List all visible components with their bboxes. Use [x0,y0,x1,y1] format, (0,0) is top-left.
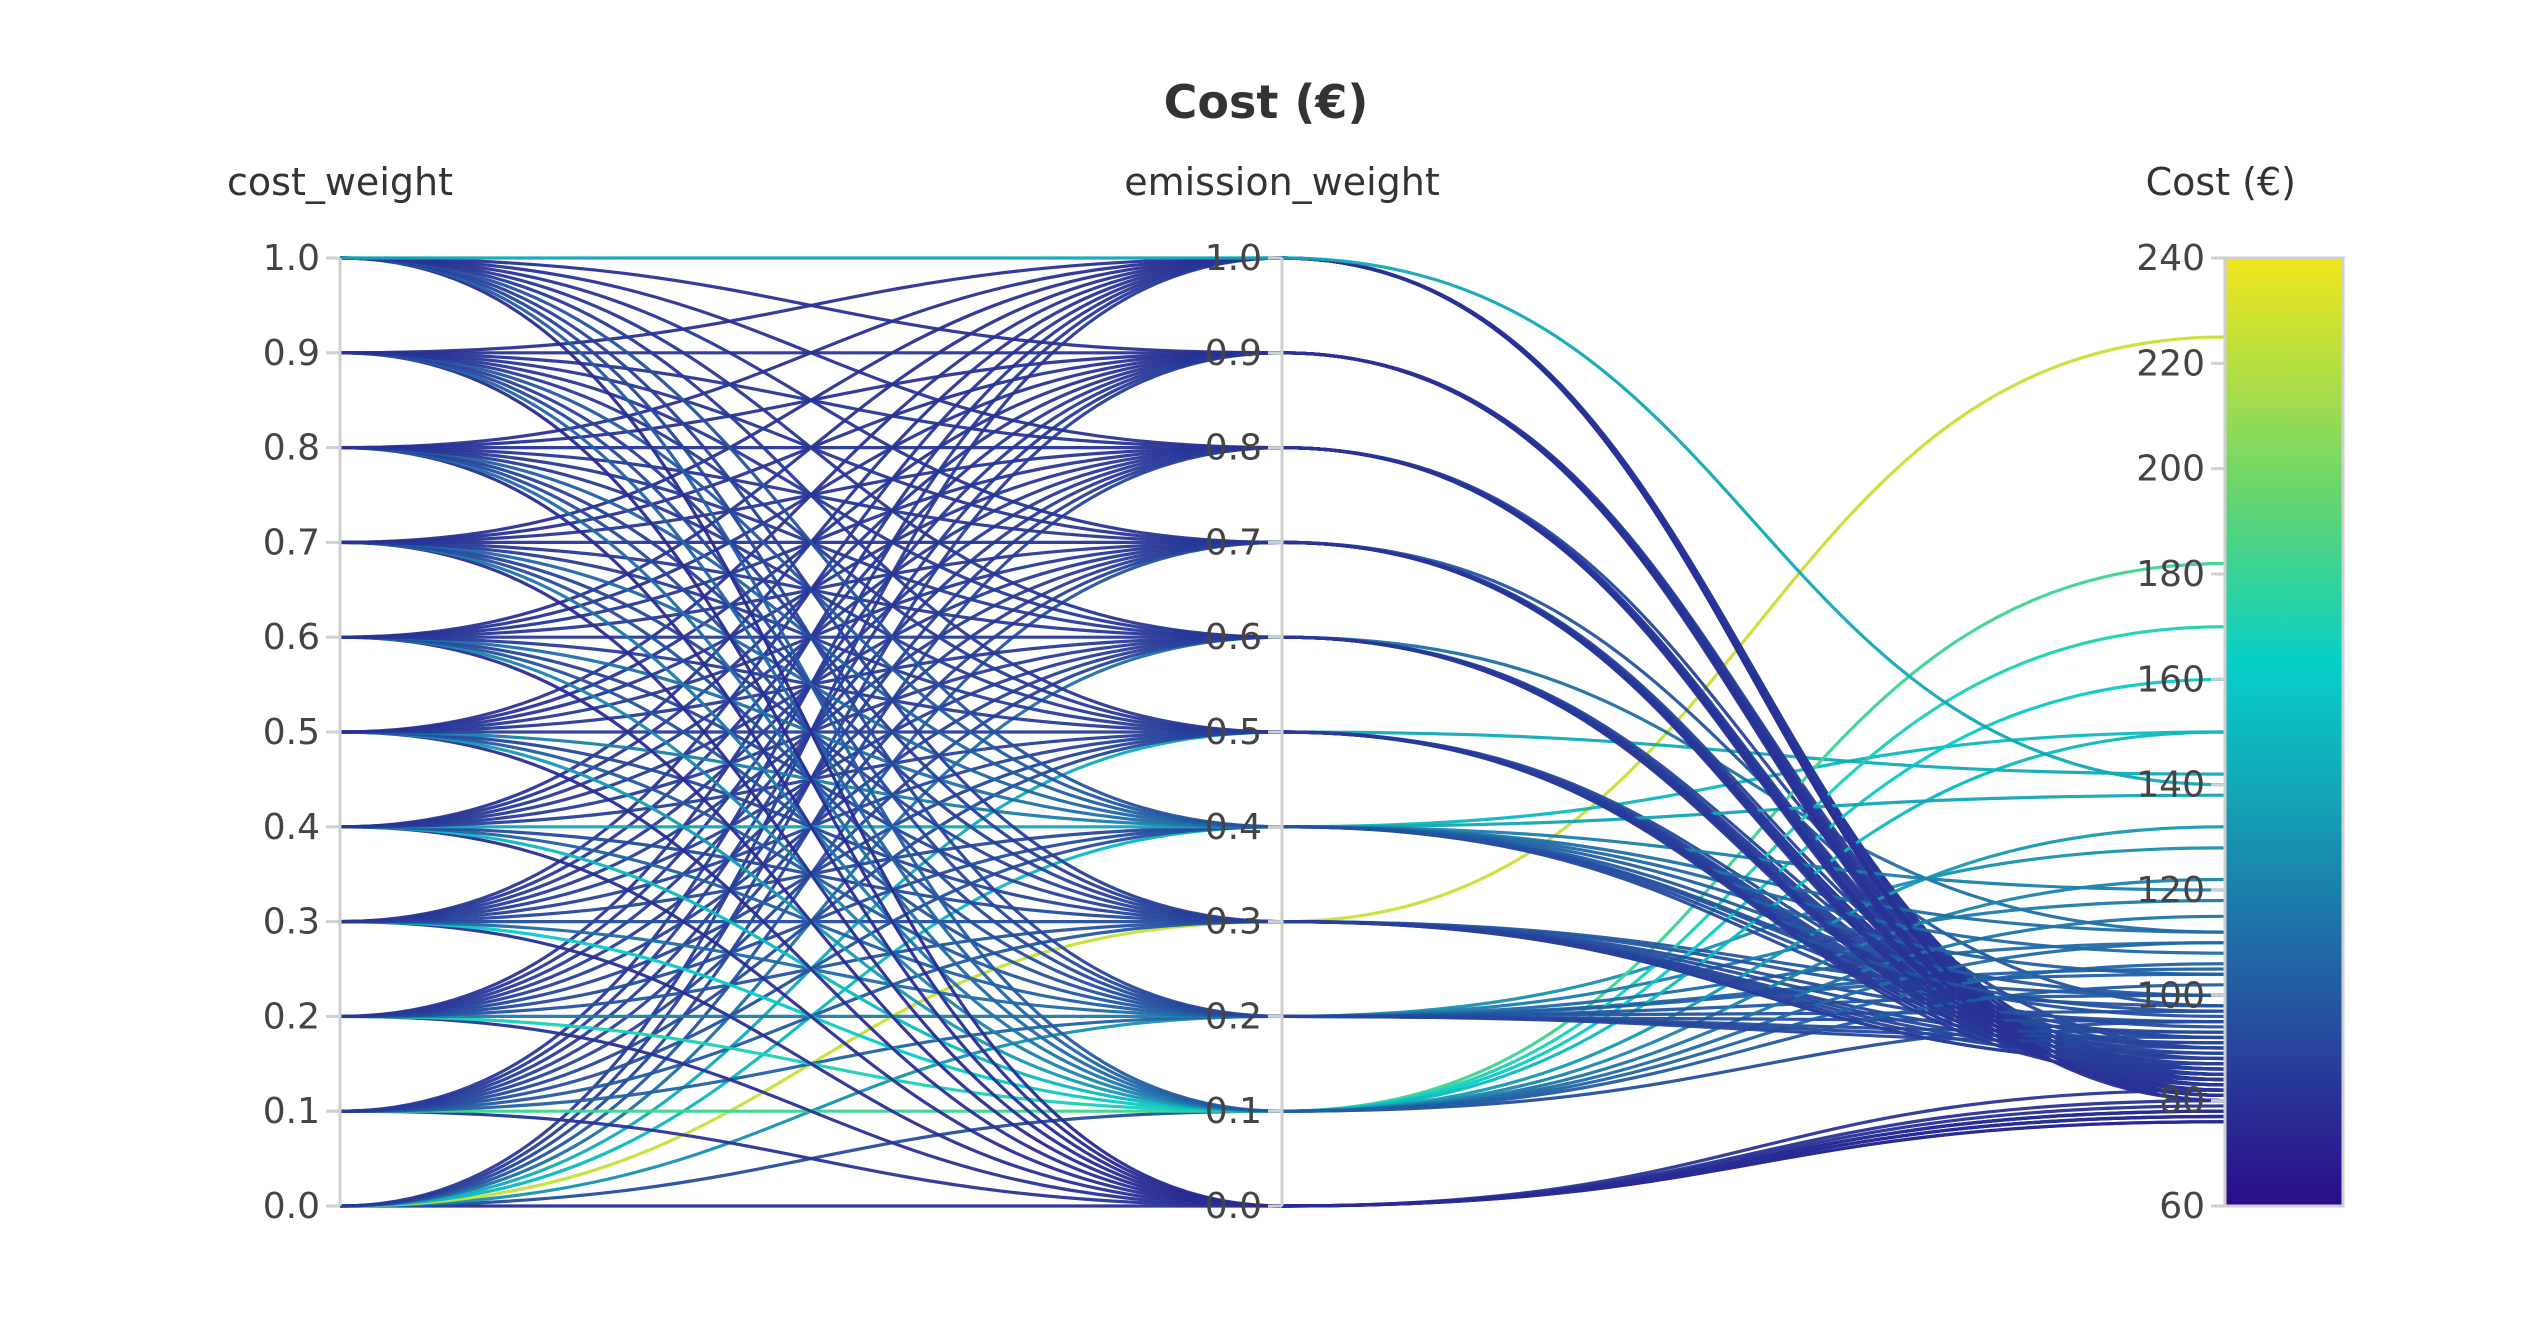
axis-2[interactable]: 60 80 100 120 140 160 180 200 220 240 Cost (€) [2136,160,2345,1227]
data-line-119 [339,256,2226,1103]
tick-label: 0.8 [1205,428,1262,469]
tick-label: 0.4 [263,807,320,848]
tick-label: 0.7 [263,522,320,563]
tick-label: 0.5 [1205,712,1262,753]
tick-label: 0.9 [1205,333,1262,374]
data-line-109 [339,256,2226,1103]
axis-1[interactable]: 0.0 0.1 0.2 0.3 0.4 0.5 0.6 0.7 0.8 0.9 1.0 emissio… [1124,160,1440,1227]
tick-label: 200 [2136,449,2205,490]
tick-label: 0.0 [263,1186,320,1227]
tick-label: 0.4 [1205,807,1262,848]
axis-title: cost_weight [227,160,453,204]
tick-label: 160 [2136,659,2205,700]
data-line-101 [339,351,2226,1040]
data-line-110 [339,256,2226,1208]
tick-label: 0.3 [263,902,320,943]
tick-label: 240 [2136,238,2205,279]
axis-title: Cost (€) [2146,160,2296,204]
tick-label: 180 [2136,554,2205,595]
polylines-layer [339,256,2226,1208]
data-line-117 [339,256,2226,1092]
data-line-112 [339,256,2226,1045]
tick-label: 1.0 [1205,238,1262,279]
tick-label: 220 [2136,343,2205,384]
axes-layer: 0.0 0.1 0.2 0.3 0.4 0.5 0.6 0.7 0.8 0.9 1.0 cost_we… [227,160,2345,1227]
chart-title: Cost (€) [1164,75,1369,129]
tick-label: 1.0 [263,238,320,279]
tick-label: 140 [2136,765,2205,806]
tick-label: 80 [2159,1081,2205,1122]
tick-label: 60 [2159,1186,2205,1227]
tick-label: 0.7 [1205,522,1262,563]
tick-label: 0.9 [263,333,320,374]
axis-0[interactable]: 0.0 0.1 0.2 0.3 0.4 0.5 0.6 0.7 0.8 0.9 1.0 cost_we… [227,160,453,1227]
tick-label: 0.1 [1205,1091,1262,1132]
colorbar [2223,256,2345,1208]
data-line-118 [339,256,2226,1097]
axis-title: emission_weight [1124,160,1440,204]
tick-label: 0.8 [263,428,320,469]
tick-label: 120 [2136,870,2205,911]
tick-label: 0.6 [1205,617,1262,658]
tick-label: 100 [2136,975,2205,1016]
data-line-113 [339,256,2226,1066]
tick-label: 0.3 [1205,902,1262,943]
tick-label: 0.5 [263,712,320,753]
tick-label: 0.6 [263,617,320,658]
tick-label: 0.1 [263,1091,320,1132]
data-line-111 [339,256,2226,1113]
tick-label: 0.2 [263,996,320,1037]
tick-label: 0.0 [1205,1186,1262,1227]
data-line-120 [339,256,2226,787]
tick-label: 0.2 [1205,996,1262,1037]
